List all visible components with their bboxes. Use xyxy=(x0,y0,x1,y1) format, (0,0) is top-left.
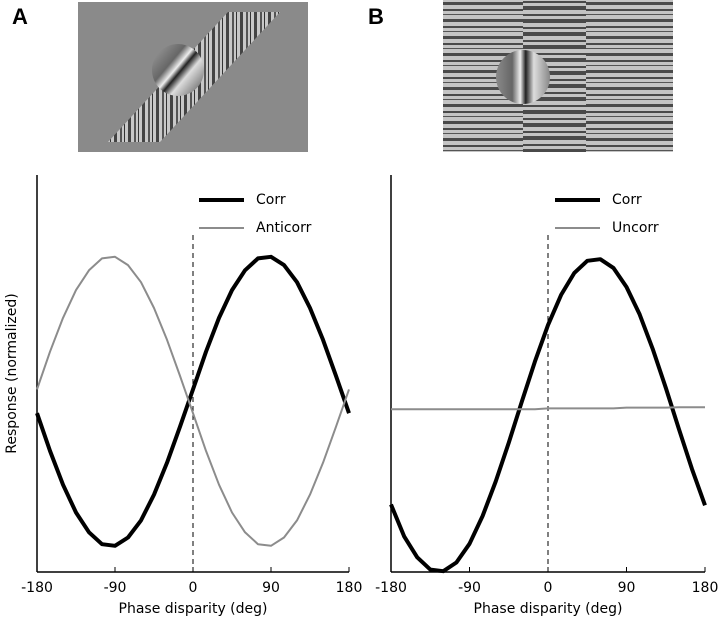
series-line xyxy=(391,406,705,411)
x-tick-label: 0 xyxy=(544,580,553,596)
x-axis-label: Phase disparity (deg) xyxy=(474,601,623,617)
x-tick-label: 180 xyxy=(336,580,363,596)
x-tick-label: 90 xyxy=(262,580,280,596)
x-axis-label: Phase disparity (deg) xyxy=(119,601,268,617)
gabor xyxy=(152,44,204,96)
legend-label: Uncorr xyxy=(612,220,659,236)
legend-label: Anticorr xyxy=(256,220,312,236)
x-tick-label: -180 xyxy=(21,580,53,596)
x-tick-label: -180 xyxy=(375,580,407,596)
stimulus-a xyxy=(78,2,308,152)
y-axis-label: Response (normalized) xyxy=(4,293,20,453)
legend-label: Corr xyxy=(612,192,642,208)
gabor xyxy=(496,50,550,104)
stimulus-stripes xyxy=(586,0,673,152)
x-tick-label: -90 xyxy=(458,580,481,596)
x-tick-label: 180 xyxy=(692,580,719,596)
panel-label: B xyxy=(368,4,384,29)
x-tick-label: 90 xyxy=(618,580,636,596)
x-tick-label: -90 xyxy=(104,580,127,596)
stimulus-b xyxy=(443,0,673,152)
legend-label: Corr xyxy=(256,192,286,208)
series-line xyxy=(389,257,707,574)
panel-label: A xyxy=(12,4,28,29)
x-tick-label: 0 xyxy=(189,580,198,596)
series-line xyxy=(36,255,350,547)
series-line xyxy=(35,254,351,548)
